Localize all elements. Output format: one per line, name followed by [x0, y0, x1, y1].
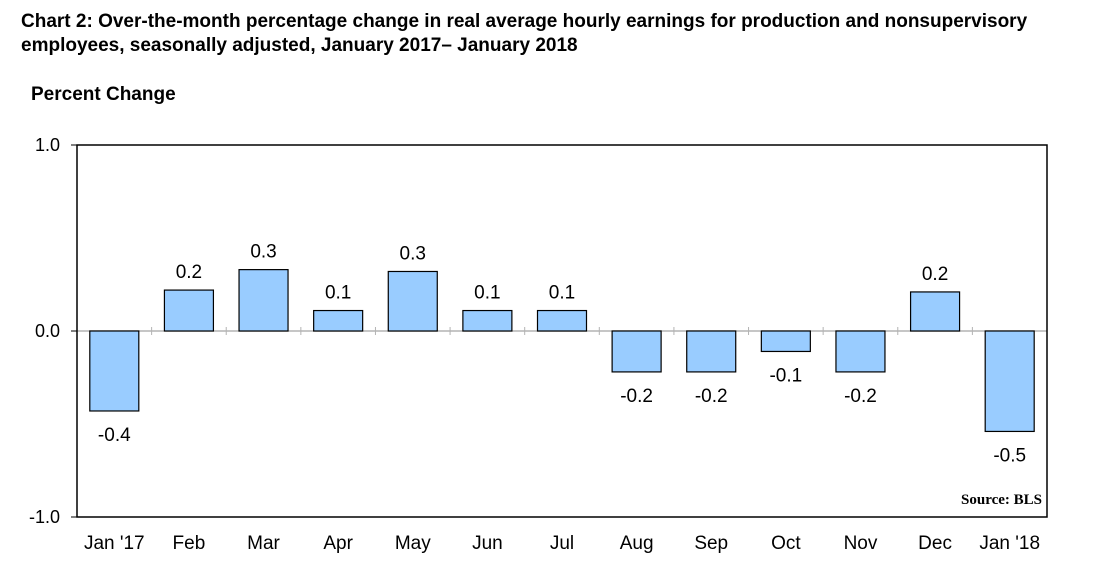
- bar-9: [760, 330, 811, 353]
- source-note: Source: BLS: [961, 492, 1042, 508]
- x-tick-label-12: Jan '18: [979, 533, 1040, 554]
- y-tick-label: -1.0: [29, 507, 60, 527]
- x-tick-label-7: Aug: [620, 533, 654, 554]
- bar-5: [462, 309, 513, 332]
- chart-title: Chart 2: Over-the-month percentage chang…: [21, 11, 1028, 56]
- bar-0: [89, 330, 140, 412]
- data-label-12: -0.5: [993, 445, 1026, 466]
- bar-7: [611, 330, 662, 373]
- y-axis-label: Percent Change: [31, 84, 176, 105]
- bar-3: [313, 309, 364, 332]
- bar-2: [238, 269, 289, 332]
- data-label-9: -0.1: [769, 365, 802, 386]
- x-tick-label-1: Feb: [173, 533, 206, 554]
- x-tick-label-3: Apr: [323, 533, 353, 554]
- x-tick-label-2: Mar: [247, 533, 280, 554]
- bar-11: [909, 291, 961, 332]
- data-label-0: -0.4: [98, 425, 131, 446]
- x-tick-label-5: Jun: [472, 533, 503, 554]
- bar-4: [387, 270, 438, 332]
- data-label-6: 0.1: [549, 283, 575, 304]
- data-label-1: 0.2: [176, 262, 202, 283]
- data-label-8: -0.2: [695, 386, 728, 407]
- bar-6: [536, 309, 588, 332]
- x-tick-label-11: Dec: [918, 533, 952, 554]
- data-label-3: 0.1: [325, 283, 351, 304]
- plot-frame: [76, 144, 1048, 518]
- bar-8: [686, 330, 737, 373]
- y-tick-label: 1.0: [35, 135, 60, 155]
- x-tick-label-6: Jul: [550, 533, 574, 554]
- x-tick-label-8: Sep: [694, 533, 728, 554]
- data-label-7: -0.2: [620, 386, 653, 407]
- data-label-5: 0.1: [474, 283, 500, 304]
- data-label-2: 0.3: [250, 242, 276, 263]
- y-tick-label: 0.0: [35, 321, 60, 341]
- bar-1: [163, 289, 215, 332]
- bar-12: [984, 330, 1035, 433]
- data-label-10: -0.2: [844, 386, 877, 407]
- bar-10: [835, 330, 886, 373]
- x-tick-label-4: May: [395, 533, 431, 554]
- x-tick-label-0: Jan '17: [84, 533, 145, 554]
- data-label-4: 0.3: [400, 243, 426, 264]
- data-label-11: 0.2: [922, 264, 948, 285]
- x-tick-label-9: Oct: [771, 533, 801, 554]
- x-tick-label-10: Nov: [844, 533, 878, 554]
